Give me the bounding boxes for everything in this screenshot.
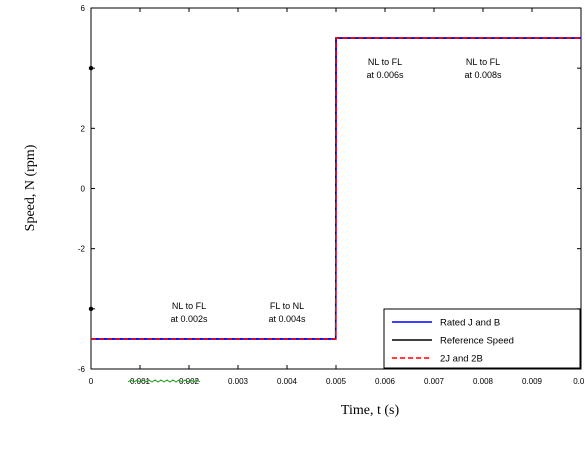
annotation-label: NL to FL (172, 301, 206, 311)
x-tick-label: 0.008 (473, 377, 494, 386)
legend-entry-label: Reference Speed (440, 336, 514, 347)
x-tick-label: 0.005 (326, 377, 347, 386)
data-point-marker (88, 306, 94, 312)
data-point-marker (88, 65, 94, 71)
x-tick-label: 0.007 (424, 377, 445, 386)
annotation-layer: NL to FL at 0.002s FL to NL at 0.004s NL to … (170, 57, 502, 324)
x-tick-label: 0.009 (522, 377, 543, 386)
x-tick-label: 0.004 (277, 377, 298, 386)
annotation-label: NL to FL (368, 57, 402, 67)
x-tick-label: 0 (89, 377, 94, 386)
series-line-2j-and-2b (91, 37, 581, 340)
annotation-label: at 0.004s (268, 314, 306, 324)
y-tick-label: -6 (78, 365, 86, 374)
y-tick-label: -2 (78, 245, 86, 254)
legend-entry-label: Rated J and B (440, 318, 500, 329)
y-axis-ticks: 6 2 0 -2 -6 (78, 4, 581, 374)
series-layer (91, 37, 581, 340)
x-tick-label: 0.006 (375, 377, 396, 386)
annotation-label: at 0.008s (464, 70, 502, 80)
marker-layer (88, 65, 94, 312)
spell-squiggle (127, 379, 201, 383)
legend-entry-label: 2J and 2B (440, 354, 483, 365)
x-tick-label: 0.003 (228, 377, 249, 386)
annotation-label: FL to NL (270, 301, 304, 311)
annotation-label: NL to FL (466, 57, 500, 67)
y-axis-label: Speed, N (rpm) (23, 144, 38, 231)
x-tick-label: 0.01 (573, 377, 585, 386)
x-axis-label: Time, t (s) (341, 403, 400, 418)
y-tick-label: 2 (81, 124, 86, 133)
annotation-label: at 0.002s (170, 314, 208, 324)
annotation-label: at 0.006s (366, 70, 404, 80)
legend: Rated J and B Reference Speed 2J and 2B (383, 308, 581, 369)
y-tick-label: 0 (81, 185, 86, 194)
y-tick-label: 6 (81, 4, 86, 13)
